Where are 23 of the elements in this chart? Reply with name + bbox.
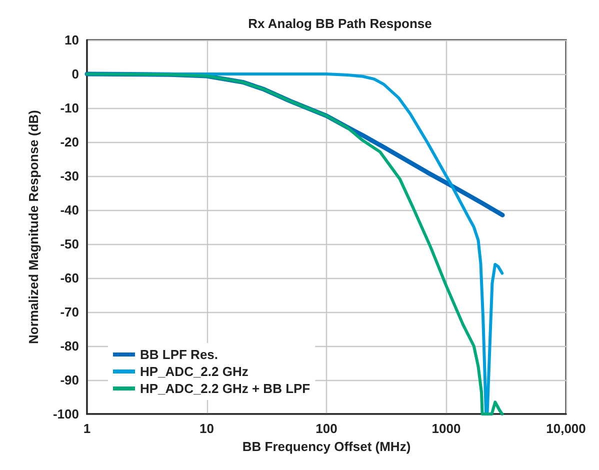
y-axis-title: Normalized Magnitude Response (dB) [26,110,41,344]
legend-label: BB LPF Res. [140,347,218,362]
y-tick-label: -80 [60,338,79,354]
x-tick-label: 100 [316,421,338,436]
y-tick-label: -10 [60,100,79,116]
x-axis-title: BB Frequency Offset (MHz) [242,439,411,454]
y-tick-label: -100 [52,406,79,422]
legend-label: HP_ADC_2.2 GHz [140,364,249,379]
x-tick-label: 10,000 [546,421,586,436]
y-tick-label: -50 [60,236,79,252]
y-tick-label: -60 [60,270,79,286]
y-tick-label: 0 [72,66,79,82]
x-tick-label: 1000 [432,421,461,436]
y-tick-label: -20 [60,134,79,150]
legend-label: HP_ADC_2.2 GHz + BB LPF [140,381,310,396]
x-tick-label: 10 [200,421,214,436]
y-tick-label: -30 [60,168,79,184]
y-tick-label: -90 [60,372,79,388]
y-tick-label: -40 [60,202,79,218]
x-tick-label: 1 [83,421,91,436]
y-tick-label: -70 [60,304,79,320]
chart-title: Rx Analog BB Path Response [248,16,432,31]
y-tick-label: 10 [64,32,79,48]
